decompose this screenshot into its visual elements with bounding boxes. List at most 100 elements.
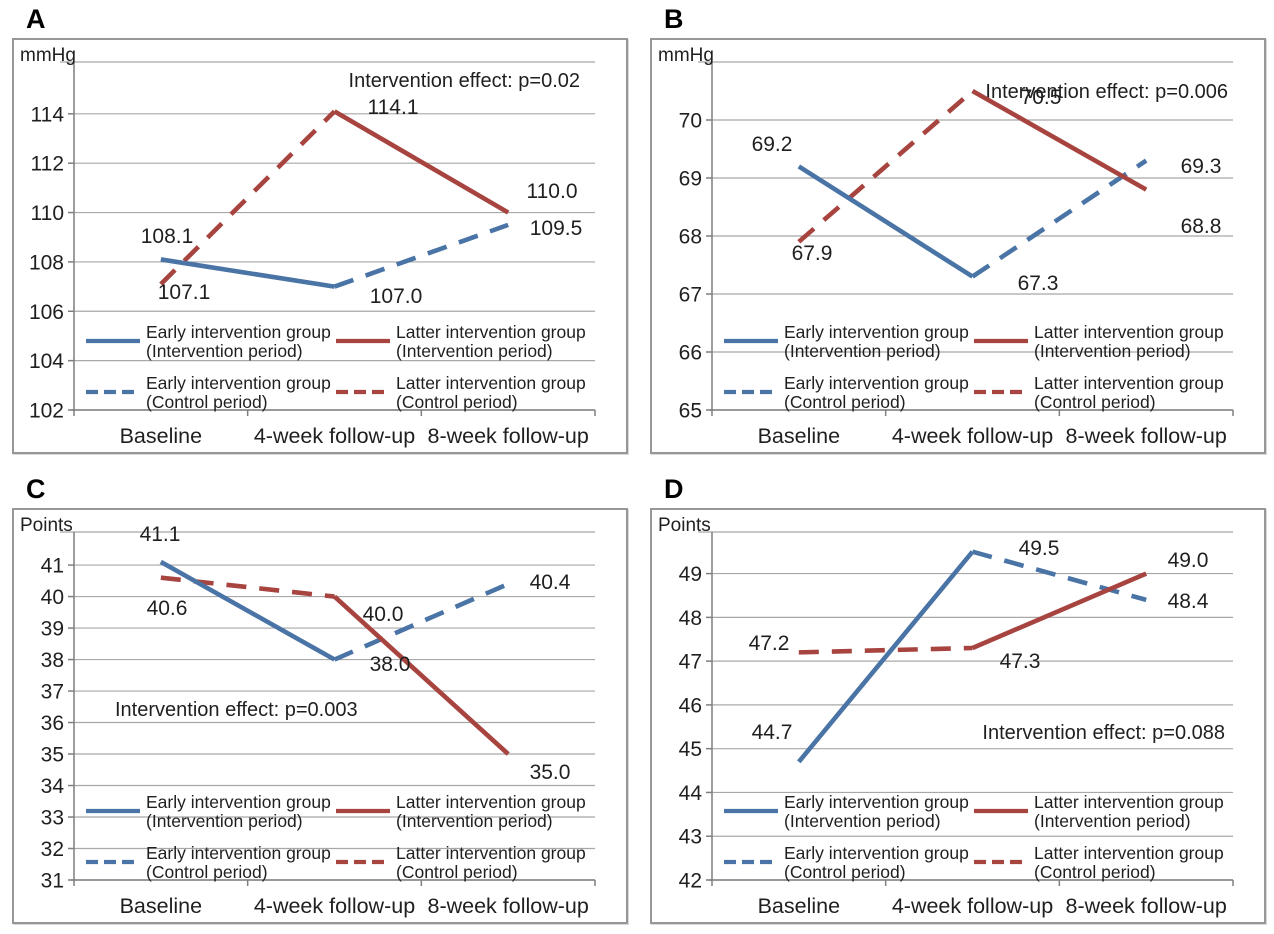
legend-label-line2: (Intervention period) bbox=[146, 811, 303, 831]
panel-d-letter: D bbox=[664, 474, 684, 504]
data-label: 35.0 bbox=[530, 761, 571, 784]
y-tick-label: 68 bbox=[679, 226, 702, 249]
data-label: 47.3 bbox=[1000, 650, 1041, 673]
y-tick-label: 49 bbox=[679, 563, 702, 586]
x-category-label: Baseline bbox=[120, 424, 202, 448]
chart-a: 102 104 106 108 110 112 114 Baseline 4-week foll… bbox=[20, 45, 596, 448]
intervention-effect-annotation: Intervention effect: p=0.006 bbox=[985, 81, 1228, 103]
legend-label-line1: Latter intervention group bbox=[396, 322, 586, 342]
y-tick-label: 70 bbox=[679, 110, 702, 133]
panel-a-box: 102 104 106 108 110 112 114 Baseline 4-week foll… bbox=[12, 38, 628, 454]
y-tick-label: 47 bbox=[679, 651, 702, 674]
y-tick-label: 40 bbox=[41, 586, 64, 609]
legend-label-line1: Latter intervention group bbox=[1034, 792, 1224, 812]
legend-label-line1: Early intervention group bbox=[146, 322, 331, 342]
data-label: 67.9 bbox=[792, 242, 833, 265]
panel-d: D 42 43 44 45 46 47 48 49 Baseline 4-week follow-… bbox=[650, 474, 1266, 924]
y-tick-label: 106 bbox=[29, 301, 64, 324]
panel-b-box: 65 66 67 68 69 70 Baseline 4-week follow-up 8-we… bbox=[650, 38, 1266, 454]
legend-label-line2: (Intervention period) bbox=[784, 811, 941, 831]
data-label: 44.7 bbox=[752, 721, 793, 744]
legend-label-line1: Early intervention group bbox=[784, 322, 969, 342]
legend-label-line2: (Control period) bbox=[1034, 392, 1156, 412]
x-category-label: 4-week follow-up bbox=[892, 894, 1053, 918]
series-line-blue-solid bbox=[160, 257, 335, 289]
x-category-label: 4-week follow-up bbox=[254, 424, 415, 448]
y-tick-label: 36 bbox=[41, 712, 64, 735]
panel-b: B 65 66 67 68 69 70 Baseline 4-week follow-up 8-… bbox=[650, 4, 1266, 454]
y-tick-label: 114 bbox=[31, 103, 65, 126]
legend-label-line2: (Intervention period) bbox=[396, 341, 553, 361]
intervention-effect-annotation: Intervention effect: p=0.02 bbox=[349, 70, 580, 92]
series-line-red-solid bbox=[971, 88, 1148, 192]
legend-label-line2: (Intervention period) bbox=[146, 341, 303, 361]
y-tick-label: 46 bbox=[679, 694, 702, 717]
data-label: 48.4 bbox=[1168, 590, 1209, 613]
y-tick-label: 34 bbox=[41, 775, 65, 798]
data-label: 109.5 bbox=[530, 217, 583, 240]
y-tick-label: 39 bbox=[41, 618, 64, 641]
y-tick-label: 42 bbox=[679, 870, 702, 893]
x-category-label: Baseline bbox=[758, 894, 840, 918]
legend-label-line2: (Control period) bbox=[146, 862, 268, 882]
chart-d: 42 43 44 45 46 47 48 49 Baseline 4-week follow-up… bbox=[658, 515, 1234, 918]
y-tick-label: 48 bbox=[679, 607, 702, 630]
y-tick-label: 65 bbox=[679, 400, 702, 423]
y-tick-label: 37 bbox=[41, 681, 64, 704]
series-line-red-solid bbox=[332, 594, 510, 756]
series-line-red-dashed bbox=[798, 645, 973, 655]
legend-label-line1: Early intervention group bbox=[784, 373, 969, 393]
legend-label-line2: (Control period) bbox=[1034, 862, 1156, 882]
legend-label-line1: Latter intervention group bbox=[1034, 843, 1224, 863]
data-label: 49.5 bbox=[1019, 537, 1060, 560]
y-axis-unit-label: mmHg bbox=[20, 45, 76, 66]
legend-label-line2: (Intervention period) bbox=[1034, 341, 1191, 361]
panel-d-box: 42 43 44 45 46 47 48 49 Baseline 4-week follow-up… bbox=[650, 508, 1266, 924]
legend-label-line2: (Control period) bbox=[396, 392, 518, 412]
legend-label-line2: (Control period) bbox=[396, 862, 518, 882]
data-label: 107.0 bbox=[370, 285, 423, 308]
y-tick-label: 112 bbox=[31, 153, 64, 176]
series-line-red-solid bbox=[971, 571, 1148, 651]
legend-label-line2: (Control period) bbox=[146, 392, 268, 412]
panel-c-box: 31 32 33 34 35 36 37 38 39 40 41 Baseline 4-week fol… bbox=[12, 508, 628, 924]
y-tick-label: 110 bbox=[31, 202, 64, 225]
series-line-blue-dashed bbox=[971, 549, 1147, 603]
series-line-red-dashed bbox=[160, 575, 335, 599]
legend-label-line1: Early intervention group bbox=[146, 373, 331, 393]
x-category-label: 8-week follow-up bbox=[428, 894, 589, 918]
x-category-label: Baseline bbox=[120, 894, 202, 918]
legend-label-line2: (Control period) bbox=[784, 862, 906, 882]
legend-label-line1: Early intervention group bbox=[784, 843, 969, 863]
data-label: 108.1 bbox=[141, 225, 194, 248]
legend-label-line1: Latter intervention group bbox=[396, 792, 586, 812]
intervention-effect-annotation: Intervention effect: p=0.003 bbox=[115, 699, 358, 721]
y-tick-label: 108 bbox=[29, 251, 64, 274]
x-category-label: Baseline bbox=[758, 424, 840, 448]
x-category-label: 4-week follow-up bbox=[892, 424, 1053, 448]
data-label: 49.0 bbox=[1168, 549, 1209, 572]
y-tick-label: 43 bbox=[679, 826, 702, 849]
legend-label-line1: Early intervention group bbox=[784, 792, 969, 812]
data-label: 68.8 bbox=[1181, 215, 1222, 238]
x-category-label: 8-week follow-up bbox=[1066, 894, 1227, 918]
y-tick-label: 41 bbox=[41, 555, 64, 578]
panel-a-letter: A bbox=[26, 4, 46, 34]
series-line-blue-solid bbox=[797, 550, 975, 764]
legend-label-line2: (Intervention period) bbox=[1034, 811, 1191, 831]
series-line-blue-dashed bbox=[971, 158, 1148, 279]
y-tick-label: 38 bbox=[41, 649, 64, 672]
data-label: 47.2 bbox=[749, 632, 790, 655]
y-tick-label: 102 bbox=[29, 400, 64, 423]
chart-c: 31 32 33 34 35 36 37 38 39 40 41 Baseline 4-week fol… bbox=[20, 515, 596, 918]
data-label: 40.6 bbox=[147, 597, 188, 620]
x-category-label: 8-week follow-up bbox=[428, 424, 589, 448]
data-label: 38.0 bbox=[370, 653, 411, 676]
panel-c-letter: C bbox=[26, 474, 46, 504]
y-tick-label: 44 bbox=[679, 782, 703, 805]
legend-label-line2: (Intervention period) bbox=[784, 341, 941, 361]
data-label: 41.1 bbox=[140, 523, 181, 546]
y-tick-label: 66 bbox=[679, 342, 702, 365]
data-label: 40.0 bbox=[363, 603, 404, 626]
